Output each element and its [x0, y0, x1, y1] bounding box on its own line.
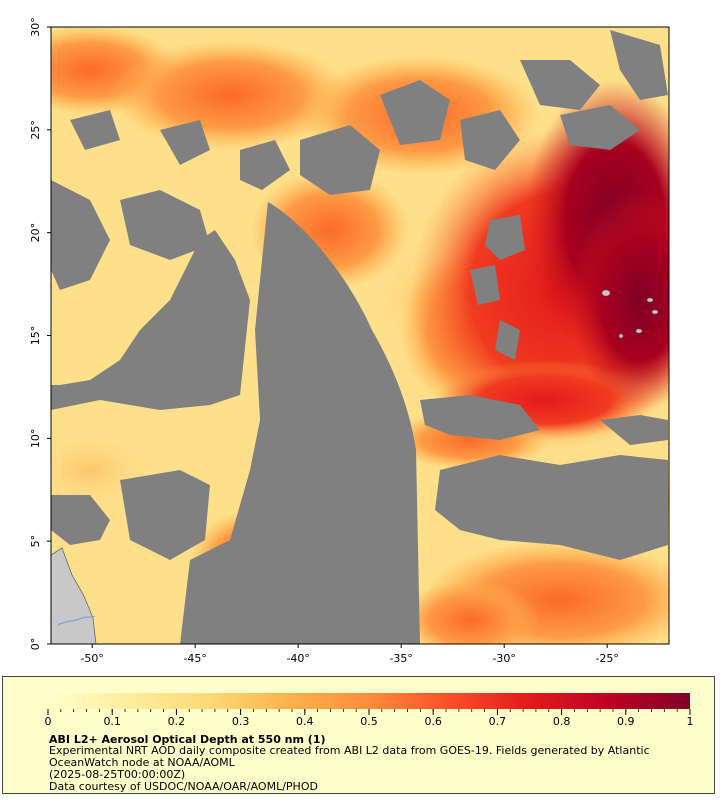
- colorbar-tick-label: 0.9: [617, 715, 635, 728]
- colorbar: 0 0.1 0.2 0.3 0.4 0.5 0.6 0.7 0.8 0.9 1: [45, 693, 694, 728]
- colorbar-tick-label: 0.1: [103, 715, 121, 728]
- colorbar-tick-label: 0.6: [424, 715, 442, 728]
- colorbar-tick-label: 0.4: [296, 715, 314, 728]
- colorbar-tick-label: 0.3: [232, 715, 250, 728]
- colorbar-tick-label: 0.2: [168, 715, 186, 728]
- lat-tick-label: 0°: [29, 638, 42, 651]
- aod-field-patches: [51, 27, 669, 644]
- colorbar-tick-label: 0.8: [553, 715, 571, 728]
- lon-tick-label: -40°: [286, 652, 309, 665]
- legend-description-line1: Experimental NRT AOD daily composite cre…: [49, 744, 650, 757]
- colorbar-tick-label: 1: [687, 715, 694, 728]
- colorbar-tick-label: 0: [45, 715, 52, 728]
- aod-map: 0° 5° 10° 15° 20° 25° 30° -50° -45° -40° -35° -30°…: [29, 17, 670, 665]
- legend-date: (2025-08-25T00:00:00Z): [49, 768, 186, 781]
- legend-credit: Data courtesy of USDOC/NOAA/OAR/AOML/PHO…: [49, 780, 318, 793]
- lat-tick-label: 10°: [29, 429, 42, 449]
- land-mask: [51, 547, 97, 644]
- lat-tick-label: 5°: [29, 535, 42, 548]
- colorbar-tick-label: 0.5: [360, 715, 378, 728]
- colorbar-tick-label: 0.7: [489, 715, 507, 728]
- colorbar-gradient: [48, 693, 690, 709]
- no-data-mask: [51, 30, 668, 644]
- lat-tick-label: 25°: [29, 120, 42, 140]
- legend-title: ABI L2+ Aerosol Optical Depth at 550 nm …: [49, 733, 326, 746]
- river-line: [57, 615, 96, 626]
- lat-tick-label: 30°: [29, 17, 42, 37]
- lat-tick-label: 15°: [29, 326, 42, 346]
- lat-ticks: 0° 5° 10° 15° 20° 25° 30°: [29, 17, 51, 650]
- islands: [601, 289, 659, 339]
- legend-panel: 0 0.1 0.2 0.3 0.4 0.5 0.6 0.7 0.8 0.9 1 ABI L2+ Ae…: [2, 676, 715, 794]
- colorbar-minor-ticks: [47, 709, 691, 712]
- colorbar-ticks: 0 0.1 0.2 0.3 0.4 0.5 0.6 0.7 0.8 0.9 1: [45, 709, 694, 728]
- legend-description-line2: OceanWatch node at NOAA/AOML: [49, 756, 235, 769]
- lon-tick-label: -25°: [595, 652, 618, 665]
- lat-tick-label: 20°: [29, 223, 42, 243]
- lon-ticks: -50° -45° -40° -35° -30° -25°: [80, 644, 619, 665]
- lon-tick-label: -50°: [80, 652, 103, 665]
- lon-tick-label: -35°: [389, 652, 412, 665]
- lon-tick-label: -45°: [183, 652, 206, 665]
- lon-tick-label: -30°: [492, 652, 515, 665]
